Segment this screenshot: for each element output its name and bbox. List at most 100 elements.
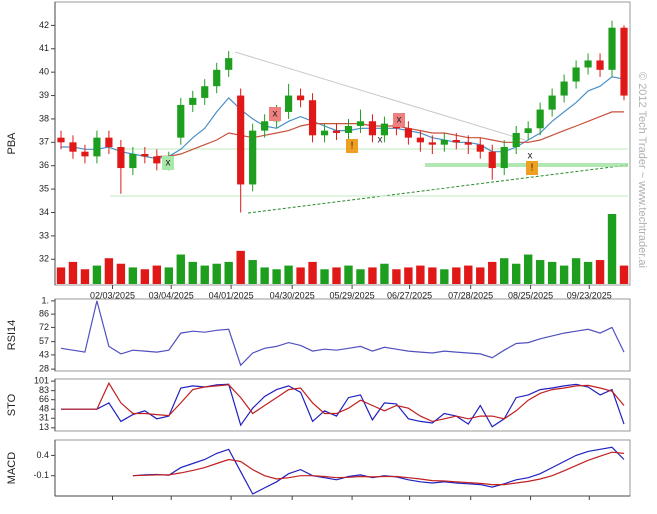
- indicator-line: [61, 383, 625, 428]
- y-tick-label: 101: [34, 375, 49, 385]
- y-tick-label: 32: [39, 254, 49, 264]
- candle-body: [404, 128, 412, 138]
- candle-body: [296, 95, 305, 101]
- candle-body: [105, 137, 113, 148]
- y-tick-label: 57: [39, 336, 49, 346]
- y-tick-label: 83: [39, 385, 49, 395]
- indicator-line: [60, 300, 625, 367]
- volume-bar: [607, 214, 617, 284]
- indicator-line: [132, 446, 625, 495]
- panel-frame: [54, 378, 631, 432]
- candle-body: [308, 100, 317, 136]
- y-tick-label: 28: [39, 363, 49, 373]
- volume-bar: [344, 265, 353, 284]
- y-tick-label: 34: [39, 207, 49, 217]
- y-tick-label: 1.: [41, 295, 49, 305]
- indicator-line: [61, 381, 625, 423]
- volume-bar: [236, 250, 245, 284]
- candle-body: [488, 151, 496, 169]
- candle-body: [416, 137, 424, 143]
- x-tick-label: 07/28/2025: [448, 290, 493, 300]
- volume-bar: [428, 267, 437, 284]
- volume-bar: [547, 261, 557, 284]
- candle-body: [69, 142, 77, 152]
- y-tick-label: 41: [39, 43, 49, 53]
- volume-bar: [176, 254, 185, 284]
- x-tick-label: 02/03/2025: [90, 290, 135, 300]
- y-tick-label: 39: [39, 90, 49, 100]
- y-tick-label: 72: [39, 322, 49, 332]
- candle-body: [536, 109, 544, 129]
- volume-bar: [583, 261, 593, 284]
- signal-marker: !: [351, 141, 354, 152]
- volume-bar: [128, 267, 138, 284]
- x-tick-label: 04/30/2025: [270, 290, 315, 300]
- candle-body: [93, 137, 101, 157]
- candle-body: [548, 95, 556, 110]
- volume-bar: [308, 261, 317, 284]
- candle-body: [344, 125, 353, 133]
- volume-bar: [523, 254, 533, 284]
- candle-body: [285, 95, 293, 112]
- volume-bar: [440, 269, 449, 284]
- signal-marker: x: [166, 158, 171, 169]
- candle-body: [249, 130, 257, 185]
- panel-frame: [54, 298, 631, 372]
- signal-marker: x: [528, 151, 533, 162]
- volume-bar: [392, 269, 401, 284]
- volume-bar: [476, 267, 485, 284]
- candle-body: [560, 81, 568, 96]
- volume-bar: [68, 261, 78, 284]
- candle-body: [117, 147, 125, 169]
- volume-bar: [571, 258, 581, 284]
- volume-bar: [488, 261, 497, 284]
- x-tick-label: 05/29/2025: [330, 290, 375, 300]
- candle-body: [596, 60, 604, 70]
- volume-bar: [619, 265, 629, 284]
- y-tick-label: 13: [39, 422, 49, 432]
- panel-frame: [54, 439, 631, 497]
- y-tick-label: 31: [39, 413, 49, 423]
- indicator-line: [156, 111, 624, 157]
- volume-bar: [512, 263, 521, 284]
- volume-bar: [416, 265, 425, 284]
- volume-bar: [188, 261, 197, 284]
- candle-body: [81, 151, 89, 157]
- candle-body: [428, 142, 436, 145]
- volume-bar: [452, 267, 461, 284]
- x-tick-label: 09/23/2025: [567, 290, 612, 300]
- candle-body: [572, 67, 580, 82]
- y-tick-label: 40: [39, 67, 49, 77]
- candle-body: [464, 142, 472, 145]
- candle-body: [141, 154, 149, 157]
- volume-bar: [296, 267, 305, 284]
- candle-body: [129, 154, 137, 169]
- candle-body: [332, 130, 341, 133]
- candle-body: [177, 104, 185, 138]
- y-tick-label: 86: [39, 309, 49, 319]
- volume-bar: [380, 263, 389, 284]
- trend-line: [247, 164, 629, 214]
- signal-marker: x: [397, 115, 402, 126]
- y-tick-label: 0.4: [36, 450, 49, 460]
- main-frame: [54, 1, 631, 286]
- watermark: © 2012 Tech Trader ~ www.techtrader.ai: [636, 72, 648, 268]
- volume-bar: [368, 267, 377, 284]
- y-tick-label: 38: [39, 113, 49, 123]
- volume-bar: [464, 265, 473, 284]
- y-axis-label: PBA: [6, 132, 18, 155]
- candle-body: [225, 58, 233, 70]
- y-axis-label: MACD: [6, 452, 18, 484]
- candle-body: [476, 144, 484, 152]
- y-tick-label: 37: [39, 137, 49, 147]
- volume-bar: [260, 267, 269, 284]
- volume-bar: [248, 260, 257, 284]
- y-tick-label: 33: [39, 230, 49, 240]
- candle-body: [189, 97, 197, 105]
- volume-bar: [164, 267, 173, 284]
- candle-body: [620, 27, 628, 96]
- y-tick-label: 35: [39, 183, 49, 193]
- indicator-line: [132, 451, 625, 486]
- y-axis-label: RSI14: [6, 320, 18, 351]
